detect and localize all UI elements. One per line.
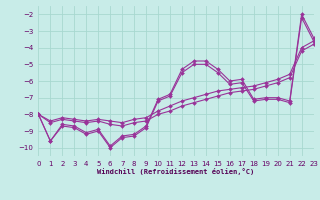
X-axis label: Windchill (Refroidissement éolien,°C): Windchill (Refroidissement éolien,°C) xyxy=(97,168,255,175)
